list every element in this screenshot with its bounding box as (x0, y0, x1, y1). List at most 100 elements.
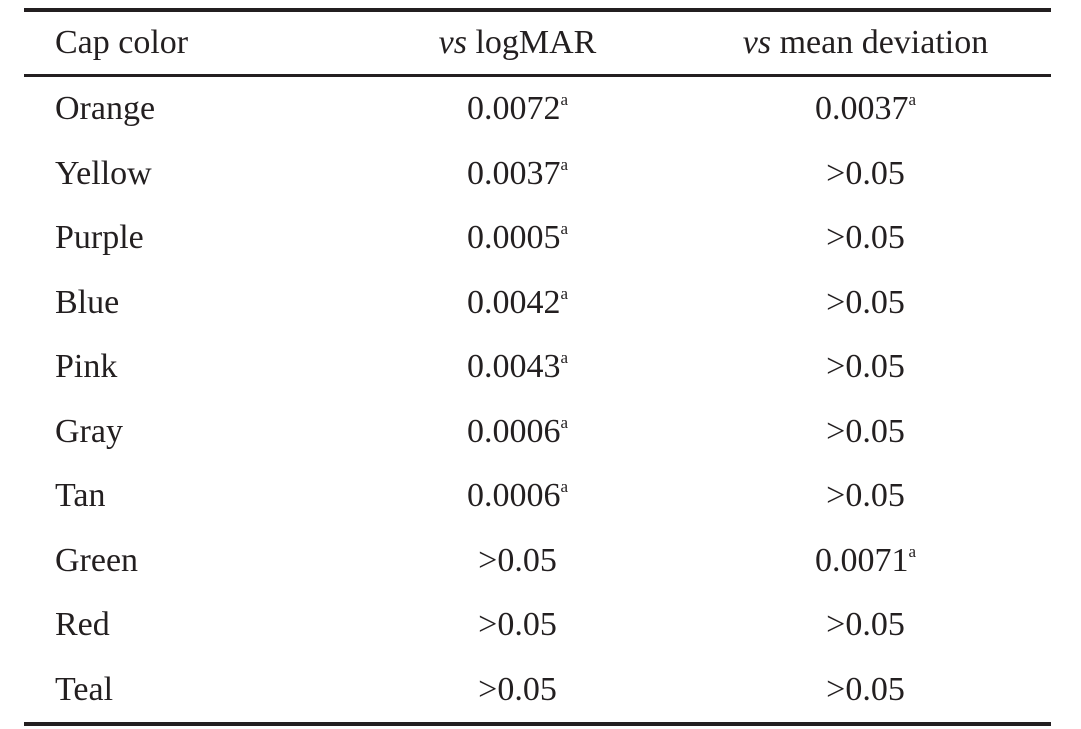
cell-vs-mean-deviation: >0.05 (680, 400, 1051, 465)
cell-vs-logmar-number: 0.0006 (466, 412, 561, 450)
cell-vs-mean-deviation-number: 0.0071 (814, 541, 909, 579)
header-logmar-label: logMAR (475, 24, 597, 61)
cell-cap-color: Gray (55, 412, 123, 450)
cell-vs-logmar-number: >0.05 (478, 670, 557, 708)
cell-vs-mean-deviation: >0.05 (680, 658, 1051, 725)
table-body: Orange 0.0072a 0.0037a Yellow 0.0037a >0.05 Pu… (24, 76, 1051, 725)
header-vs-mean-deviation: vs mean deviation (680, 10, 1051, 76)
cell-vs-logmar-value: 0.0006a (466, 412, 569, 450)
cell-vs-logmar-value: 0.0006a (466, 477, 569, 515)
cell-vs-mean-deviation-value: >0.05 (826, 154, 905, 192)
table-row: Pink 0.0043a >0.05 (24, 335, 1051, 400)
cell-vs-logmar-value: 0.0043a (466, 348, 569, 386)
cell-vs-mean-deviation: >0.05 (680, 335, 1051, 400)
cell-vs-mean-deviation-value: >0.05 (826, 283, 905, 321)
header-md-vs: vs (742, 24, 772, 61)
cell-cap-color: Teal (55, 670, 114, 708)
significance-footnote-marker: a (560, 90, 569, 110)
cell-vs-logmar-value: >0.05 (478, 608, 557, 642)
header-row: Cap color vs logMAR vs mean deviation (24, 10, 1051, 76)
cell-vs-logmar-number: 0.0072 (466, 90, 561, 128)
cell-vs-logmar: 0.0006a (355, 400, 680, 465)
header-cap-color: Cap color (24, 10, 355, 76)
significance-footnote-marker: a (560, 477, 569, 497)
cell-vs-mean-deviation-value: >0.05 (826, 608, 905, 642)
cell-vs-mean-deviation-number: >0.05 (826, 219, 905, 257)
cell-vs-logmar: >0.05 (355, 593, 680, 658)
cell-vs-mean-deviation-number: >0.05 (826, 283, 905, 321)
cell-cap-color: Tan (55, 477, 106, 515)
cell-cap-color: Orange (55, 90, 156, 128)
cell-cap-color: Purple (55, 219, 144, 257)
table-row: Purple 0.0005a >0.05 (24, 206, 1051, 271)
significance-footnote-marker: a (908, 90, 917, 110)
cell-vs-logmar-value: 0.0005a (466, 219, 569, 257)
cell-vs-logmar-number: 0.0037 (466, 154, 561, 192)
cell-vs-mean-deviation-number: >0.05 (826, 477, 905, 515)
table-row: Yellow 0.0037a >0.05 (24, 142, 1051, 207)
table-row: Blue 0.0042a >0.05 (24, 271, 1051, 336)
cell-vs-logmar-number: 0.0005 (466, 219, 561, 257)
cell-cap-color: Pink (55, 348, 118, 386)
cell-vs-logmar-number: 0.0006 (466, 477, 561, 515)
table-row: Green >0.05 0.0071a (24, 529, 1051, 594)
header-logmar-vs: vs (438, 24, 467, 61)
significance-footnote-marker: a (908, 541, 917, 561)
cell-vs-logmar: >0.05 (355, 529, 680, 594)
table-row: Red >0.05 >0.05 (24, 593, 1051, 658)
cell-cap-color: Blue (55, 283, 120, 321)
cell-vs-mean-deviation-number: 0.0037 (814, 90, 909, 128)
cell-vs-mean-deviation-number: >0.05 (826, 670, 905, 708)
cell-vs-mean-deviation-number: >0.05 (826, 412, 905, 450)
cell-cap-color: Yellow (55, 154, 152, 192)
cell-vs-mean-deviation: >0.05 (680, 464, 1051, 529)
table-row: Tan 0.0006a >0.05 (24, 464, 1051, 529)
cell-vs-mean-deviation: 0.0071a (680, 529, 1051, 594)
cell-vs-mean-deviation-value: 0.0037a (814, 90, 917, 128)
cell-vs-logmar: >0.05 (355, 658, 680, 725)
cell-vs-logmar: 0.0043a (355, 335, 680, 400)
header-vs-logmar: vs logMAR (355, 10, 680, 76)
cell-vs-mean-deviation-number: >0.05 (826, 606, 905, 644)
cell-vs-logmar-value: 0.0072a (466, 90, 569, 128)
cell-vs-mean-deviation-value: >0.05 (826, 350, 905, 384)
table-row: Orange 0.0072a 0.0037a (24, 76, 1051, 142)
cell-vs-mean-deviation: 0.0037a (680, 76, 1051, 142)
significance-footnote-marker: a (560, 412, 569, 432)
header-cap-color-label: Cap color (55, 24, 189, 61)
cell-vs-logmar: 0.0042a (355, 271, 680, 336)
significance-footnote-marker: a (560, 219, 569, 239)
cell-vs-logmar-number: >0.05 (478, 541, 557, 579)
cell-vs-mean-deviation-value: >0.05 (826, 412, 905, 450)
cell-cap-color: Green (55, 541, 139, 579)
cell-vs-mean-deviation: >0.05 (680, 206, 1051, 271)
cell-vs-mean-deviation-value: >0.05 (826, 479, 905, 513)
cap-color-correlation-table: Cap color vs logMAR vs mean deviation Or… (24, 8, 1051, 726)
cell-vs-logmar-number: >0.05 (478, 606, 557, 644)
significance-footnote-marker: a (560, 348, 569, 368)
cell-vs-logmar: 0.0037a (355, 142, 680, 207)
significance-footnote-marker: a (560, 154, 569, 174)
cell-vs-mean-deviation: >0.05 (680, 593, 1051, 658)
cell-vs-mean-deviation-value: >0.05 (826, 221, 905, 255)
table-row: Teal >0.05 >0.05 (24, 658, 1051, 725)
significance-footnote-marker: a (560, 283, 569, 303)
cell-vs-mean-deviation: >0.05 (680, 271, 1051, 336)
cell-vs-logmar-number: 0.0042 (466, 283, 561, 321)
cell-vs-logmar-value: 0.0037a (466, 154, 569, 192)
cell-vs-logmar-number: 0.0043 (466, 348, 561, 386)
cell-vs-mean-deviation-number: >0.05 (826, 348, 905, 386)
cell-vs-mean-deviation-value: 0.0071a (814, 541, 917, 579)
cell-vs-mean-deviation-number: >0.05 (826, 154, 905, 192)
table-row: Gray 0.0006a >0.05 (24, 400, 1051, 465)
results-table-container: Cap color vs logMAR vs mean deviation Or… (24, 8, 1051, 726)
cell-vs-logmar-value: 0.0042a (466, 283, 569, 321)
cell-vs-logmar: 0.0005a (355, 206, 680, 271)
cell-vs-mean-deviation: >0.05 (680, 142, 1051, 207)
cell-vs-logmar: 0.0072a (355, 76, 680, 142)
cell-vs-logmar-value: >0.05 (478, 541, 557, 579)
header-md-label: mean deviation (779, 24, 989, 61)
cell-vs-logmar-value: >0.05 (478, 670, 557, 708)
table-header: Cap color vs logMAR vs mean deviation (24, 10, 1051, 76)
cell-cap-color: Red (55, 606, 110, 644)
